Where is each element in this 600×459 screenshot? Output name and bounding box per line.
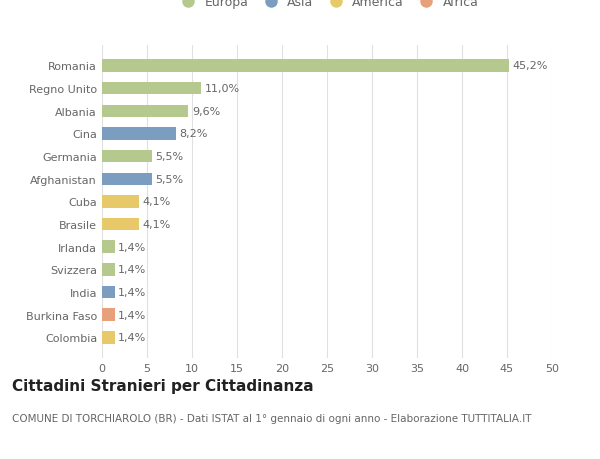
- Bar: [102, 241, 115, 253]
- Legend: Europa, Asia, America, Africa: Europa, Asia, America, Africa: [176, 0, 478, 9]
- Bar: [102, 60, 509, 73]
- Text: 9,6%: 9,6%: [192, 106, 220, 117]
- Text: 1,4%: 1,4%: [118, 287, 146, 297]
- Text: 1,4%: 1,4%: [118, 242, 146, 252]
- Text: 45,2%: 45,2%: [512, 62, 548, 71]
- Text: 4,1%: 4,1%: [143, 197, 171, 207]
- Text: 4,1%: 4,1%: [143, 219, 171, 230]
- Bar: [102, 173, 151, 185]
- Bar: [102, 331, 115, 344]
- Text: 11,0%: 11,0%: [205, 84, 240, 94]
- Bar: [102, 263, 115, 276]
- Text: 5,5%: 5,5%: [155, 152, 183, 162]
- Text: Cittadini Stranieri per Cittadinanza: Cittadini Stranieri per Cittadinanza: [12, 379, 314, 394]
- Text: 1,4%: 1,4%: [118, 310, 146, 320]
- Bar: [102, 105, 188, 118]
- Bar: [102, 151, 151, 163]
- Bar: [102, 83, 201, 95]
- Text: 8,2%: 8,2%: [179, 129, 208, 139]
- Text: 1,4%: 1,4%: [118, 333, 146, 342]
- Bar: [102, 196, 139, 208]
- Bar: [102, 128, 176, 140]
- Text: 5,5%: 5,5%: [155, 174, 183, 185]
- Text: COMUNE DI TORCHIAROLO (BR) - Dati ISTAT al 1° gennaio di ogni anno - Elaborazion: COMUNE DI TORCHIAROLO (BR) - Dati ISTAT …: [12, 413, 532, 423]
- Bar: [102, 286, 115, 299]
- Text: 1,4%: 1,4%: [118, 265, 146, 275]
- Bar: [102, 309, 115, 321]
- Bar: [102, 218, 139, 231]
